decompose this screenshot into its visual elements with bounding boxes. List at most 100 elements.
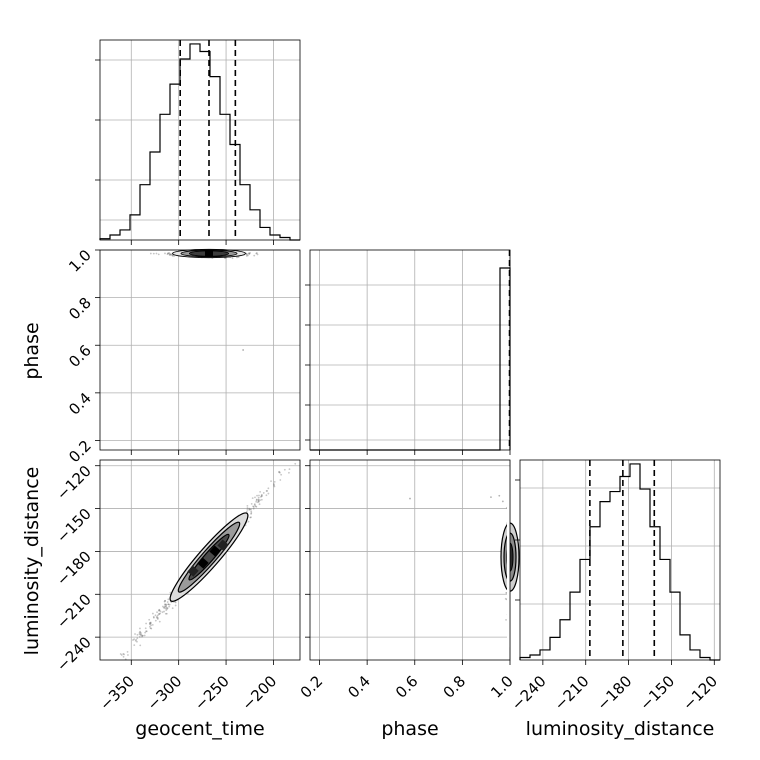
geocent-distance-sample-293 — [143, 634, 146, 637]
geocent-phase-sample-122 — [256, 253, 259, 256]
geocent-phase-sample-28 — [155, 252, 158, 255]
geocent-phase-ytick-label-0: 0.2 — [65, 437, 95, 467]
geocent-distance-sample-381 — [149, 621, 151, 624]
geocent-distance-sample-160 — [149, 622, 152, 625]
geocent-distance-sample-43 — [250, 508, 252, 511]
geocent-distance-sample-62 — [123, 653, 125, 656]
geocent-distance-sample-363 — [283, 468, 286, 471]
geocent-distance-sample-285 — [174, 601, 177, 604]
geocent-distance-sample-7 — [156, 614, 159, 617]
geocent-distance-peak-cell-3 — [217, 539, 229, 551]
geocent-distance-sample-457 — [145, 630, 147, 633]
geocent-phase-ytick-label-2: 0.6 — [65, 341, 95, 371]
geocent-phase-sample-247 — [231, 257, 234, 260]
x-axis-label-phase: phase — [381, 718, 438, 740]
phase-distance-outlier-2 — [501, 500, 504, 503]
geocent-distance-sample-151 — [273, 484, 275, 487]
geocent-distance-xtick-label-2: −250 — [191, 672, 233, 714]
geocent-distance-sample-307 — [257, 500, 260, 503]
geocent-distance-sample-273 — [141, 635, 143, 638]
geocent-distance-sample-103 — [254, 505, 257, 508]
geocent-distance-sample-300 — [166, 608, 168, 610]
hist-distance-xtick-label-2: −180 — [594, 672, 636, 714]
geocent-distance-sample-342 — [249, 516, 252, 519]
panels-layer: 0.20.40.60.81.0−350 −300 −250 −200−120−150−… — [53, 39, 721, 714]
geocent-distance-sample-423 — [163, 606, 166, 609]
geocent-distance-sample-483 — [164, 603, 167, 606]
geocent-phase-sample-17 — [255, 252, 258, 254]
geocent-distance-sample-0 — [246, 507, 249, 509]
phase-distance-xtick-label-1: 0.4 — [344, 672, 374, 702]
geocent-distance-sample-319 — [267, 492, 270, 495]
hist-geocent-time-histogram-step — [99, 43, 300, 241]
hist-distance-xtick-label-1: −210 — [551, 672, 593, 714]
phase-distance-xtick-label-0: 0.2 — [297, 672, 327, 702]
geocent-distance-ytick-label-2: −180 — [53, 548, 95, 590]
panel-phase-vs-luminosity-distance — [309, 459, 511, 661]
geocent-phase-peak-cell — [205, 250, 214, 257]
geocent-distance-sample-61 — [159, 610, 162, 613]
y-axis-label-phase: phase — [21, 322, 43, 379]
x-axis-label-luminosity-distance: luminosity_distance — [526, 718, 715, 740]
geocent-distance-sample-409 — [126, 650, 129, 653]
labels-layer: geocent_time phase luminosity_distance p… — [21, 322, 714, 740]
geocent-distance-sample-20 — [256, 494, 258, 497]
geocent-distance-sample-73 — [144, 627, 147, 630]
geocent-phase-sample-138 — [248, 252, 251, 255]
geocent-distance-sample-23 — [248, 507, 251, 510]
panel-phase-histogram — [309, 249, 511, 451]
geocent-distance-sample-180 — [163, 606, 165, 609]
geocent-phase-sample-253 — [255, 252, 258, 255]
geocent-distance-sample-209 — [253, 503, 256, 506]
geocent-distance-sample-268 — [136, 633, 139, 636]
geocent-distance-sample-259 — [135, 638, 138, 641]
geocent-distance-sample-418 — [152, 616, 155, 619]
geocent-distance-sample-95 — [166, 601, 169, 603]
geocent-distance-sample-143 — [163, 603, 166, 606]
geocent-distance-ytick-label-0: −120 — [53, 462, 95, 504]
geocent-distance-sample-290 — [136, 637, 139, 640]
geocent-distance-sample-435 — [259, 490, 262, 493]
geocent-distance-ytick-label-1: −150 — [53, 505, 95, 547]
geocent-distance-sample-179 — [260, 498, 263, 501]
geocent-distance-sample-37 — [122, 655, 125, 658]
geocent-distance-sample-367 — [270, 480, 272, 482]
geocent-distance-sample-360 — [257, 496, 260, 499]
geocent-distance-sample-481 — [245, 511, 248, 513]
geocent-distance-peak-cell-2 — [187, 565, 199, 577]
hist-distance-xtick-label-3: −150 — [636, 672, 678, 714]
geocent-phase-sample-173 — [245, 254, 248, 257]
geocent-distance-sample-236 — [273, 480, 276, 483]
geocent-distance-sample-81 — [257, 498, 260, 501]
geocent-distance-sample-459 — [246, 508, 249, 511]
geocent-distance-sample-378 — [151, 612, 154, 615]
geocent-distance-sample-488 — [273, 485, 276, 488]
geocent-phase-sample-172 — [166, 252, 169, 255]
geocent-phase-outlier — [242, 349, 245, 351]
geocent-distance-sample-166 — [252, 507, 255, 510]
geocent-distance-sample-282 — [145, 622, 147, 625]
geocent-distance-sample-324 — [279, 471, 281, 474]
geocent-distance-sample-400 — [252, 506, 255, 508]
geocent-distance-sample-198 — [134, 633, 136, 635]
geocent-distance-sample-299 — [246, 504, 249, 507]
geocent-distance-sample-77 — [122, 652, 125, 655]
geocent-phase-sample-53 — [246, 253, 248, 256]
geocent-distance-sample-227 — [165, 607, 168, 609]
phase-distance-sample-102 — [505, 618, 507, 621]
geocent-distance-sample-468 — [148, 618, 151, 621]
y-axis-label-luminosity-distance: luminosity_distance — [21, 467, 43, 656]
geocent-distance-sample-356 — [260, 496, 262, 498]
geocent-distance-sample-416 — [258, 503, 261, 506]
geocent-distance-sample-89 — [157, 609, 160, 612]
geocent-distance-sample-243 — [168, 603, 171, 606]
geocent-phase-sample-12 — [166, 253, 169, 256]
geocent-distance-sample-148 — [250, 512, 252, 515]
geocent-distance-sample-229 — [288, 468, 291, 470]
geocent-distance-sample-205 — [250, 510, 253, 513]
geocent-distance-sample-447 — [138, 633, 141, 635]
geocent-distance-sample-139 — [165, 609, 168, 612]
geocent-distance-sample-431 — [254, 496, 256, 499]
geocent-distance-xtick-label-1: −300 — [144, 672, 186, 714]
geocent-distance-sample-108 — [139, 633, 142, 636]
